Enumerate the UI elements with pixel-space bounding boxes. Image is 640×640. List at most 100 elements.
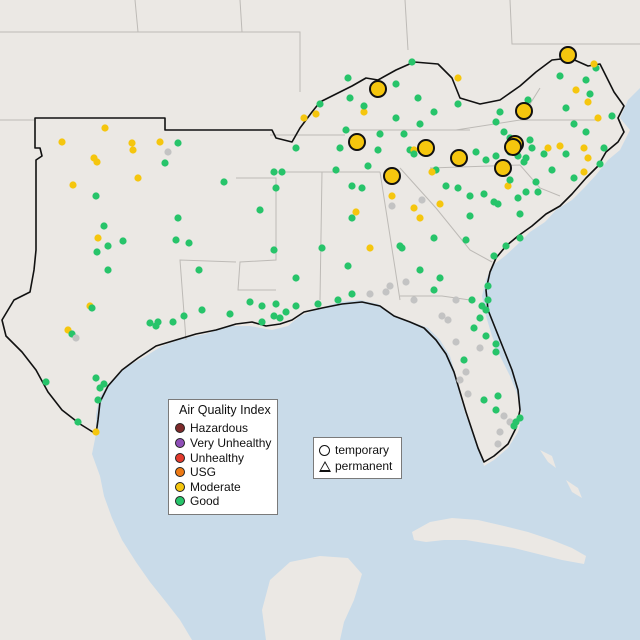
station-marker[interactable] (256, 206, 264, 214)
station-marker[interactable] (258, 318, 266, 326)
station-marker[interactable] (556, 142, 564, 150)
station-marker[interactable] (156, 138, 164, 146)
station-marker[interactable] (129, 146, 137, 154)
station-marker[interactable] (500, 128, 508, 136)
station-marker[interactable] (146, 319, 154, 327)
station-marker[interactable] (74, 418, 82, 426)
station-marker[interactable] (464, 390, 472, 398)
temporary-station-marker[interactable] (383, 167, 401, 185)
station-marker[interactable] (336, 144, 344, 152)
station-marker[interactable] (386, 282, 394, 290)
station-marker[interactable] (584, 154, 592, 162)
station-marker[interactable] (88, 304, 96, 312)
station-marker[interactable] (408, 58, 416, 66)
station-marker[interactable] (484, 282, 492, 290)
temporary-station-marker[interactable] (348, 133, 366, 151)
station-marker[interactable] (174, 214, 182, 222)
station-marker[interactable] (452, 338, 460, 346)
station-marker[interactable] (292, 302, 300, 310)
station-marker[interactable] (480, 190, 488, 198)
station-marker[interactable] (516, 414, 524, 422)
station-marker[interactable] (492, 118, 500, 126)
station-marker[interactable] (436, 274, 444, 282)
station-marker[interactable] (334, 296, 342, 304)
station-marker[interactable] (570, 120, 578, 128)
station-marker[interactable] (300, 114, 308, 122)
station-marker[interactable] (444, 316, 452, 324)
station-marker[interactable] (346, 94, 354, 102)
station-marker[interactable] (454, 100, 462, 108)
station-marker[interactable] (482, 332, 490, 340)
station-marker[interactable] (332, 166, 340, 174)
station-marker[interactable] (596, 160, 604, 168)
station-marker[interactable] (92, 192, 100, 200)
station-marker[interactable] (42, 378, 50, 386)
station-marker[interactable] (220, 178, 228, 186)
station-marker[interactable] (276, 314, 284, 322)
station-marker[interactable] (101, 124, 109, 132)
station-marker[interactable] (92, 428, 100, 436)
station-marker[interactable] (416, 120, 424, 128)
station-marker[interactable] (382, 288, 390, 296)
temporary-station-marker[interactable] (450, 149, 468, 167)
station-marker[interactable] (358, 184, 366, 192)
station-marker[interactable] (506, 176, 514, 184)
station-marker[interactable] (100, 222, 108, 230)
station-marker[interactable] (460, 356, 468, 364)
station-marker[interactable] (342, 126, 350, 134)
station-marker[interactable] (504, 182, 512, 190)
station-marker[interactable] (360, 102, 368, 110)
station-marker[interactable] (282, 308, 290, 316)
station-marker[interactable] (270, 312, 278, 320)
station-marker[interactable] (348, 214, 356, 222)
station-marker[interactable] (482, 156, 490, 164)
station-marker[interactable] (93, 248, 101, 256)
station-marker[interactable] (562, 104, 570, 112)
station-marker[interactable] (100, 380, 108, 388)
station-marker[interactable] (594, 114, 602, 122)
station-marker[interactable] (94, 396, 102, 404)
station-marker[interactable] (388, 192, 396, 200)
station-marker[interactable] (468, 296, 476, 304)
station-marker[interactable] (492, 406, 500, 414)
station-marker[interactable] (476, 344, 484, 352)
station-marker[interactable] (540, 150, 548, 158)
station-marker[interactable] (58, 138, 66, 146)
station-marker[interactable] (430, 286, 438, 294)
station-marker[interactable] (376, 130, 384, 138)
station-marker[interactable] (169, 318, 177, 326)
station-marker[interactable] (430, 234, 438, 242)
station-marker[interactable] (92, 374, 100, 382)
station-marker[interactable] (570, 174, 578, 182)
station-marker[interactable] (492, 340, 500, 348)
station-marker[interactable] (496, 108, 504, 116)
station-marker[interactable] (292, 274, 300, 282)
station-marker[interactable] (272, 300, 280, 308)
station-marker[interactable] (548, 166, 556, 174)
station-marker[interactable] (430, 108, 438, 116)
station-marker[interactable] (494, 440, 502, 448)
station-marker[interactable] (500, 412, 508, 420)
station-marker[interactable] (392, 114, 400, 122)
station-marker[interactable] (436, 200, 444, 208)
station-marker[interactable] (580, 168, 588, 176)
station-marker[interactable] (270, 168, 278, 176)
station-marker[interactable] (418, 196, 426, 204)
station-marker[interactable] (398, 244, 406, 252)
station-marker[interactable] (494, 200, 502, 208)
station-marker[interactable] (516, 210, 524, 218)
station-marker[interactable] (582, 76, 590, 84)
temporary-station-marker[interactable] (559, 46, 577, 64)
temporary-station-marker[interactable] (504, 138, 522, 156)
station-marker[interactable] (590, 60, 598, 68)
station-marker[interactable] (198, 306, 206, 314)
station-marker[interactable] (348, 290, 356, 298)
station-marker[interactable] (556, 72, 564, 80)
station-marker[interactable] (270, 246, 278, 254)
station-marker[interactable] (600, 144, 608, 152)
station-markers[interactable] (42, 46, 616, 448)
station-marker[interactable] (472, 148, 480, 156)
station-marker[interactable] (438, 312, 446, 320)
station-marker[interactable] (532, 178, 540, 186)
